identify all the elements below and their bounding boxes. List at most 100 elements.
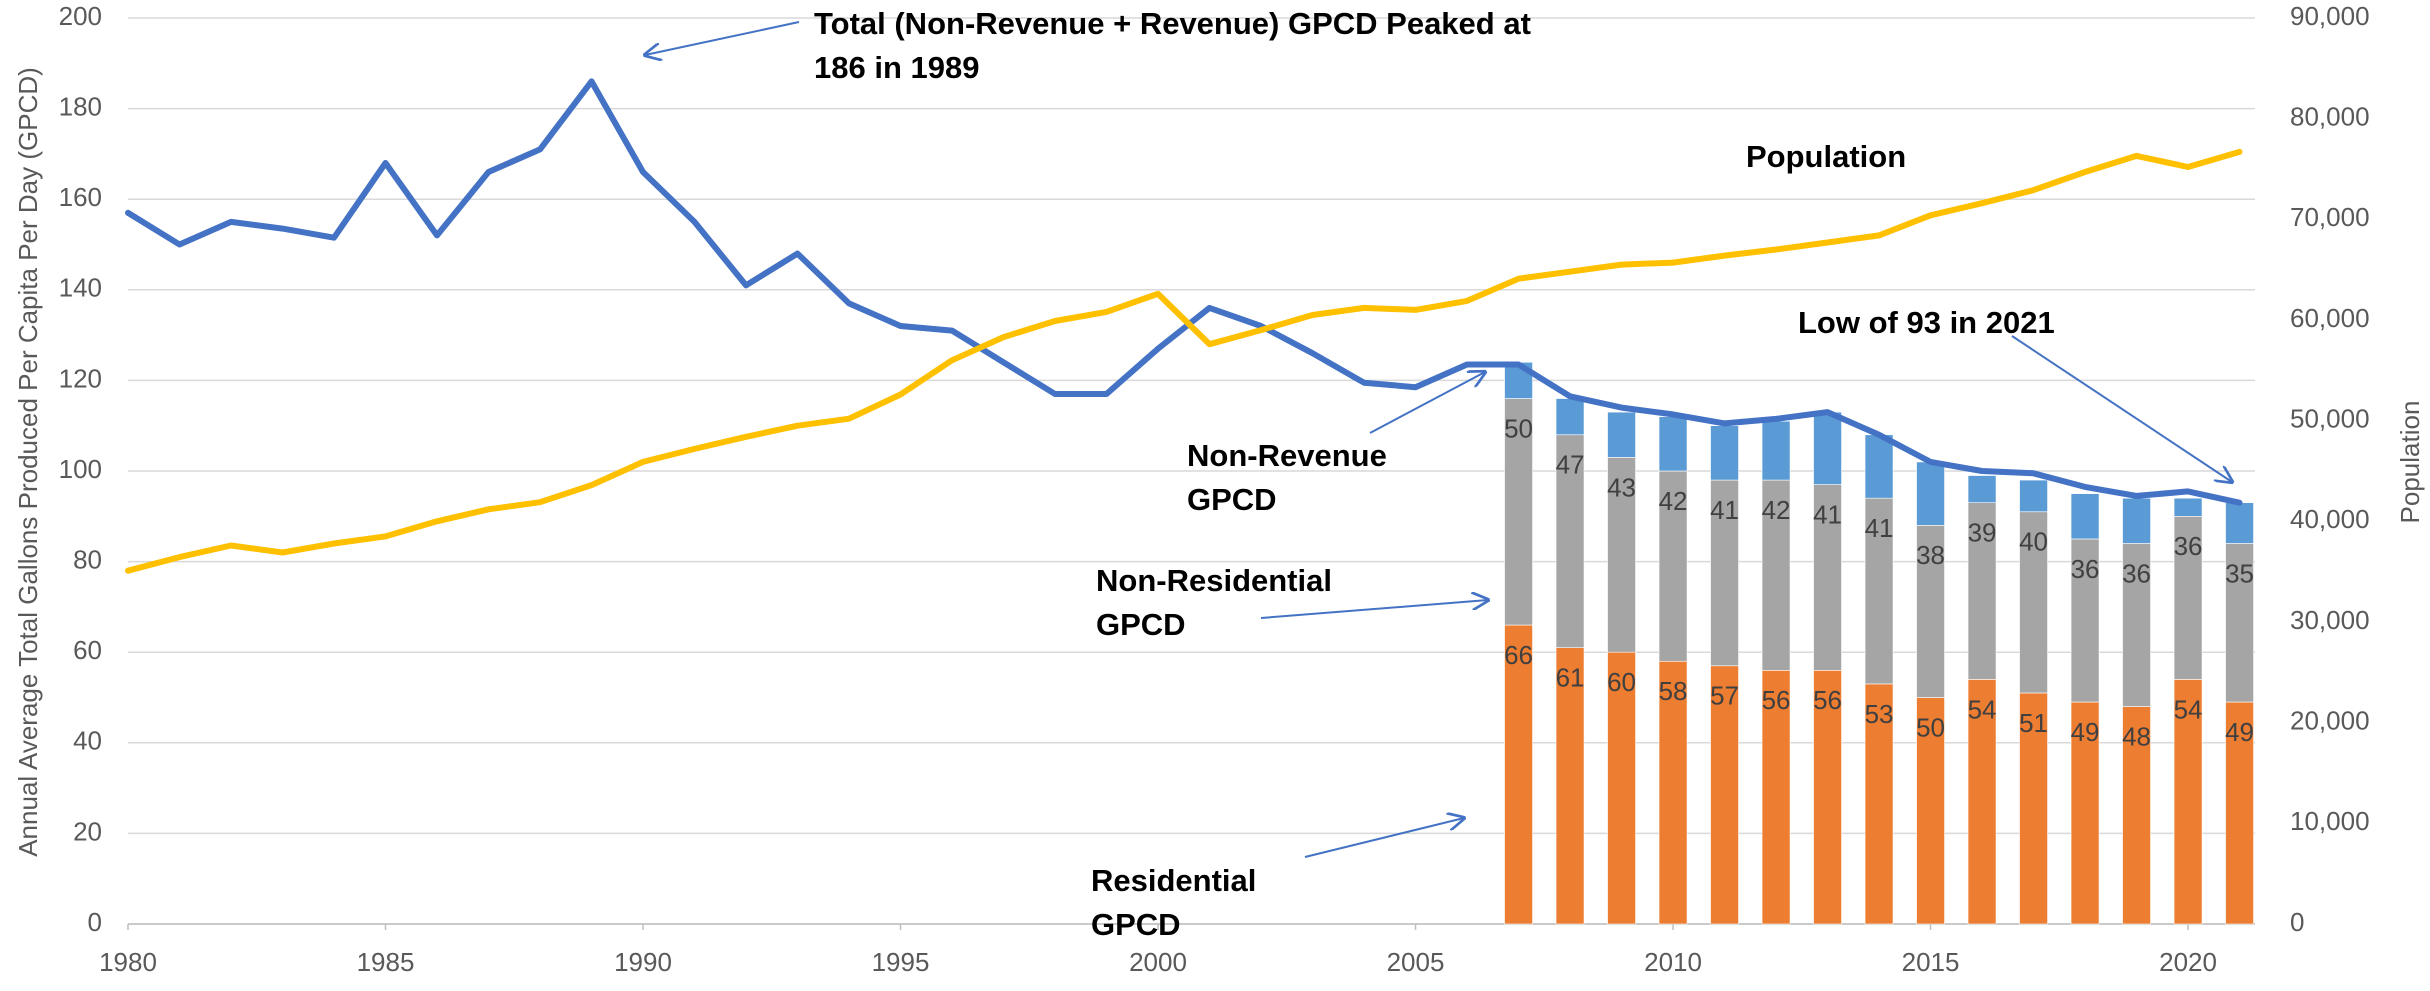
annotation: GPCD: [1096, 607, 1186, 642]
y2-tick-label: 30,000: [2290, 605, 2370, 635]
x-tick-label: 2000: [1129, 947, 1187, 977]
bar-segment: [1864, 683, 1894, 925]
data-label: 36: [2174, 531, 2203, 561]
y2-tick-label: 60,000: [2290, 303, 2370, 333]
labels: 020406080100120140160180200010,00020,000…: [59, 1, 2370, 977]
bar-segment: [2019, 479, 2048, 513]
y2-tick-label: 40,000: [2290, 504, 2370, 534]
data-label: 39: [1968, 518, 1997, 548]
bar-segment: [1813, 670, 1842, 925]
annotation: Population: [1746, 139, 1906, 174]
data-label: 40: [2019, 527, 2048, 557]
x-tick-label: 1980: [99, 947, 157, 977]
y-tick-label: 60: [73, 635, 102, 665]
data-label: 47: [1556, 450, 1585, 480]
annotation: GPCD: [1091, 907, 1181, 942]
bar-segment: [1916, 461, 1945, 526]
data-label: 41: [1813, 499, 1842, 529]
line: [125, 148, 2243, 574]
bar-segment: [2070, 701, 2100, 925]
bar-segment: [1555, 647, 1585, 925]
annotation: Low of 93 in 2021: [1798, 305, 2055, 340]
x-tick-label: 1985: [357, 947, 415, 977]
annotation: Non-Revenue: [1187, 438, 1387, 473]
y-tick-label: 80: [73, 544, 102, 574]
bar-segment: [1710, 425, 1739, 481]
x-tick-label: 1995: [872, 947, 930, 977]
bar-segment: [1504, 398, 1533, 626]
bar-segment: [1555, 434, 1585, 648]
data-label: 36: [2122, 558, 2151, 588]
y2-tick-label: 50,000: [2290, 404, 2370, 434]
data-label: 49: [2225, 717, 2254, 747]
data-label: 51: [2019, 708, 2048, 738]
annotation-arrow: [1304, 818, 1464, 858]
y-tick-label: 160: [59, 182, 102, 212]
data-label: 50: [1916, 712, 1945, 742]
y2-tick-label: 20,000: [2290, 706, 2370, 736]
bar-segment: [1555, 398, 1585, 436]
lines: [125, 78, 2243, 574]
y-tick-label: 20: [73, 816, 102, 846]
annotation-arrow: [2011, 335, 2232, 482]
bar-segment: [1710, 665, 1739, 925]
data-label: 49: [2071, 717, 2100, 747]
x-tick-label: 2010: [1644, 947, 1702, 977]
bar-segment: [2225, 543, 2254, 703]
bar-segment: [1761, 670, 1791, 925]
y2-tick-label: 70,000: [2290, 202, 2370, 232]
bar-segment: [2173, 679, 2203, 925]
data-label: 50: [1504, 413, 1533, 443]
data-label: 54: [2174, 694, 2203, 724]
data-label: 61: [1556, 663, 1585, 693]
bar-segment: [1916, 525, 1945, 698]
y-tick-label: 100: [59, 454, 102, 484]
bar-segment: [1761, 420, 1791, 481]
annotation-arrow: [645, 21, 800, 55]
annotation: Total (Non-Revenue + Revenue) GPCD Peake…: [814, 6, 1531, 41]
data-label: 41: [1710, 495, 1739, 525]
bar-segment: [1967, 475, 1997, 504]
annotation-arrow: [1260, 600, 1488, 619]
annotation: Non-Residential: [1096, 563, 1332, 598]
data-label: 53: [1865, 699, 1894, 729]
annotation: Residential: [1091, 863, 1256, 898]
data-label: 60: [1607, 667, 1636, 697]
y-tick-label: 120: [59, 363, 102, 393]
y2-tick-label: 90,000: [2290, 1, 2370, 31]
line: [125, 78, 2243, 506]
bar-segment: [1967, 679, 1997, 925]
bar-segment: [2173, 497, 2203, 517]
annotation: 186 in 1989: [814, 50, 979, 85]
bar-segment: [1864, 497, 1894, 685]
bar-segment: [2225, 701, 2254, 925]
data-label: 56: [1813, 685, 1842, 715]
data-label: 38: [1916, 540, 1945, 570]
bar-segment: [1710, 479, 1739, 667]
bar-segment: [2070, 493, 2100, 540]
bar-segment: [1916, 697, 1945, 925]
bar-segment: [1658, 470, 1688, 662]
bars: [1504, 361, 2254, 925]
bar-segment: [2225, 502, 2254, 544]
bar-segment: [1967, 502, 1997, 680]
bar-segment: [1761, 479, 1791, 671]
data-label: 42: [1762, 495, 1791, 525]
y2-axis-title: Population: [2395, 401, 2425, 524]
bar-segment: [1864, 434, 1894, 499]
bar-segment: [1504, 624, 1533, 925]
bar-segment: [1813, 411, 1842, 485]
bar-segment: [1607, 457, 1636, 653]
data-label: 43: [1607, 472, 1636, 502]
data-label: 57: [1710, 681, 1739, 711]
bar-segment: [1658, 416, 1688, 472]
y-axis-title: Annual Average Total Gallons Produced Pe…: [13, 67, 43, 857]
y-tick-label: 0: [88, 907, 102, 937]
bar-segment: [2070, 538, 2100, 703]
data-label: 42: [1659, 486, 1688, 516]
data-label: 48: [2122, 721, 2151, 751]
x-tick-label: 2005: [1387, 947, 1445, 977]
y2-tick-label: 10,000: [2290, 806, 2370, 836]
